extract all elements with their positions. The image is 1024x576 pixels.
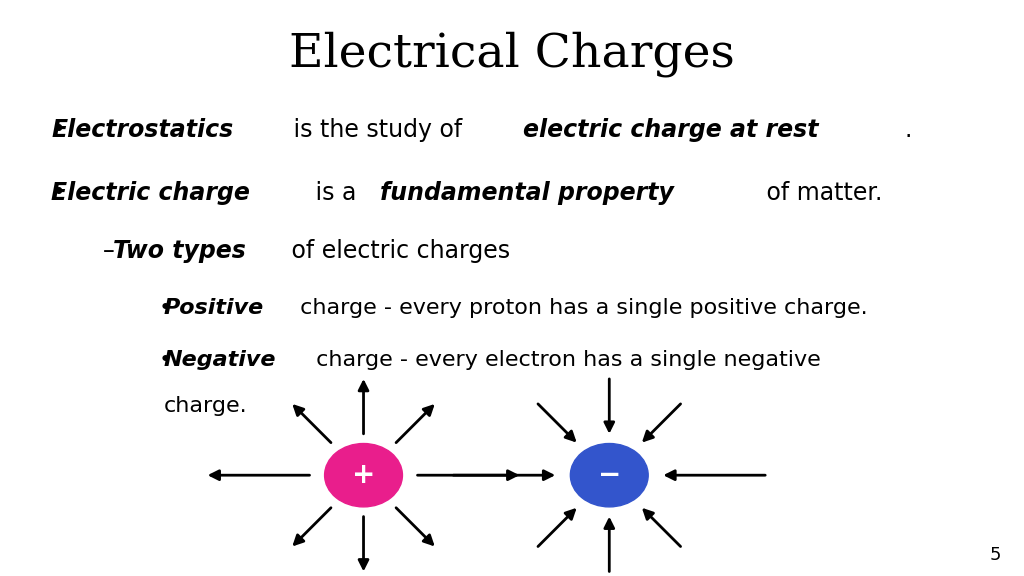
- Text: Electrical Charges: Electrical Charges: [289, 32, 735, 77]
- Text: •: •: [159, 350, 172, 370]
- Text: is a: is a: [308, 181, 364, 205]
- Text: charge.: charge.: [164, 396, 248, 416]
- Text: charge - every proton has a single positive charge.: charge - every proton has a single posit…: [293, 298, 867, 318]
- Text: −: −: [598, 461, 621, 489]
- Text: +: +: [352, 461, 375, 489]
- Text: •: •: [51, 118, 66, 142]
- Text: Electrostatics: Electrostatics: [51, 118, 233, 142]
- Text: of matter.: of matter.: [759, 181, 883, 205]
- Text: Positive: Positive: [164, 298, 264, 318]
- Text: –: –: [102, 238, 114, 263]
- Text: fundamental property: fundamental property: [380, 181, 674, 205]
- Text: of electric charges: of electric charges: [284, 238, 510, 263]
- Text: is the study of: is the study of: [287, 118, 470, 142]
- Text: Negative: Negative: [164, 350, 276, 370]
- Text: •: •: [159, 298, 172, 318]
- Text: .: .: [905, 118, 912, 142]
- Ellipse shape: [570, 444, 648, 507]
- Text: Two types: Two types: [113, 238, 246, 263]
- Text: 5: 5: [990, 547, 1001, 564]
- Text: charge - every electron has a single negative: charge - every electron has a single neg…: [309, 350, 821, 370]
- Text: electric charge at rest: electric charge at rest: [523, 118, 819, 142]
- Text: Electric charge: Electric charge: [51, 181, 250, 205]
- Text: •: •: [51, 181, 66, 205]
- Ellipse shape: [325, 444, 402, 507]
